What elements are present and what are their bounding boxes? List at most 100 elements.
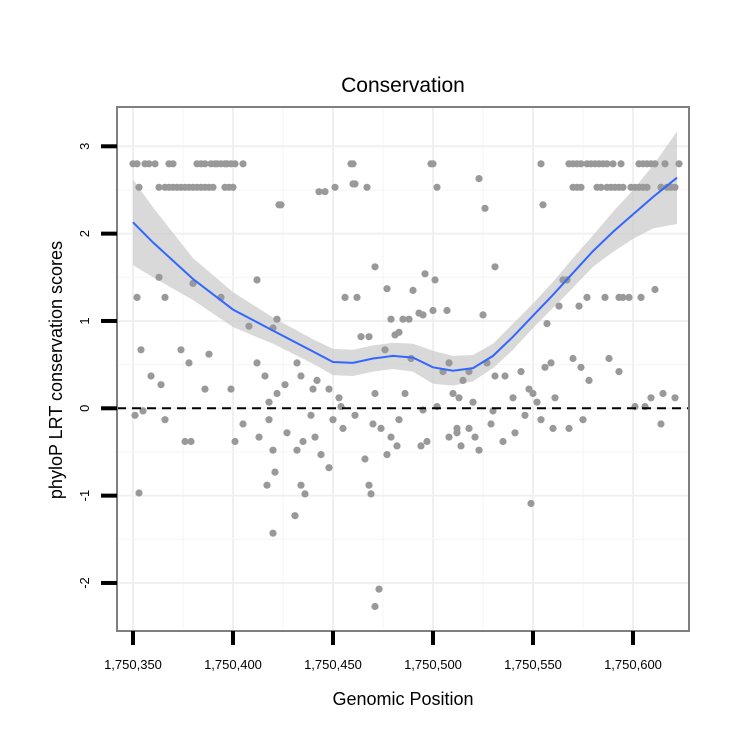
data-point [307,411,315,419]
data-point [579,416,587,424]
data-point [429,306,437,315]
data-point [253,359,261,367]
data-point [315,188,323,196]
data-point [273,389,281,398]
data-point [299,437,307,446]
data-point [381,346,389,354]
data-point [371,602,379,611]
x-tick-label: 1,750,500 [404,657,462,672]
data-point [543,320,551,328]
data-point [637,293,645,301]
data-point [433,183,441,191]
data-point [339,424,347,432]
data-point [367,490,375,498]
data-point [609,160,617,168]
data-point [155,273,163,281]
data-point [265,398,273,406]
x-tick-label: 1,750,550 [504,657,562,672]
data-point [349,160,357,168]
data-point [517,368,525,376]
data-point [603,160,611,168]
data-point [509,394,517,402]
data-point [421,270,429,278]
data-point [161,416,169,424]
data-point [135,489,143,497]
data-points [129,160,683,611]
data-point [227,385,235,393]
data-point [615,368,623,376]
data-point [459,376,467,384]
data-point [375,585,383,593]
data-point [499,437,507,446]
data-point [293,446,301,454]
data-point [371,263,379,271]
data-point [351,411,359,419]
data-point [351,180,359,188]
data-point [371,389,379,398]
data-point [357,333,365,341]
data-point [177,346,185,354]
data-point [469,398,477,406]
data-point [449,389,457,398]
data-point [479,311,487,319]
data-point [283,429,291,437]
data-point [491,263,499,271]
data-point [565,424,573,432]
data-point [155,183,163,191]
data-point [317,451,325,459]
plot-frame [116,106,690,632]
data-point [577,183,585,191]
data-point [527,499,535,508]
data-point [311,433,319,441]
y-tick-label: 3 [77,143,92,150]
data-point [137,346,145,354]
data-point [475,446,483,454]
data-point [585,376,593,384]
y-axis: -2 -1 0 1 2 3 [77,143,117,589]
data-point [387,433,395,441]
x-axis-title: Genomic Position [332,689,473,709]
data-point [575,302,583,310]
data-point [209,183,217,191]
data-point [521,411,529,419]
data-point [577,160,585,168]
data-point [465,424,473,432]
data-point [445,433,453,441]
data-point [293,359,301,367]
data-point [539,201,547,209]
data-point [481,204,489,212]
data-point [201,385,209,393]
data-point [657,420,665,428]
data-point [145,160,153,168]
data-point [365,333,373,341]
y-tick-label: -2 [77,577,92,589]
data-point [245,322,253,330]
data-point [377,424,385,432]
data-point [185,359,193,367]
data-point [475,175,483,183]
confidence-band [133,131,677,386]
data-point [395,328,403,336]
data-point [253,276,261,284]
data-point [455,394,463,402]
data-point [205,350,213,358]
data-point [423,437,431,446]
data-point [131,411,139,419]
data-point [487,420,495,428]
data-point [297,481,305,489]
data-point [369,420,377,428]
data-point [619,293,627,301]
data-point [569,354,577,363]
data-point [511,429,519,437]
x-tick-label: 1,750,350 [104,657,162,672]
data-point [291,512,299,520]
data-point [239,420,247,428]
data-point [239,160,247,168]
data-point [353,293,361,301]
data-point [277,201,285,209]
data-point [647,394,655,402]
data-point [361,455,369,463]
data-point [281,381,289,389]
data-point [533,398,541,406]
